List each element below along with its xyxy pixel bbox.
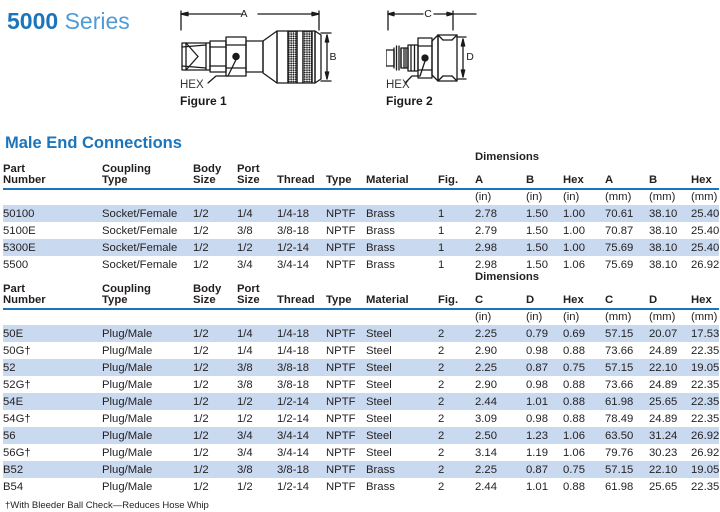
svg-text:HEX: HEX xyxy=(180,79,204,91)
svg-text:B: B xyxy=(329,51,336,63)
svg-text:Figure 1: Figure 1 xyxy=(180,94,227,108)
svg-text:Figure 2: Figure 2 xyxy=(386,94,433,108)
svg-text:A: A xyxy=(240,8,247,20)
svg-text:C: C xyxy=(424,8,432,20)
svg-text:HEX: HEX xyxy=(386,79,410,91)
svg-text:D: D xyxy=(466,51,474,63)
